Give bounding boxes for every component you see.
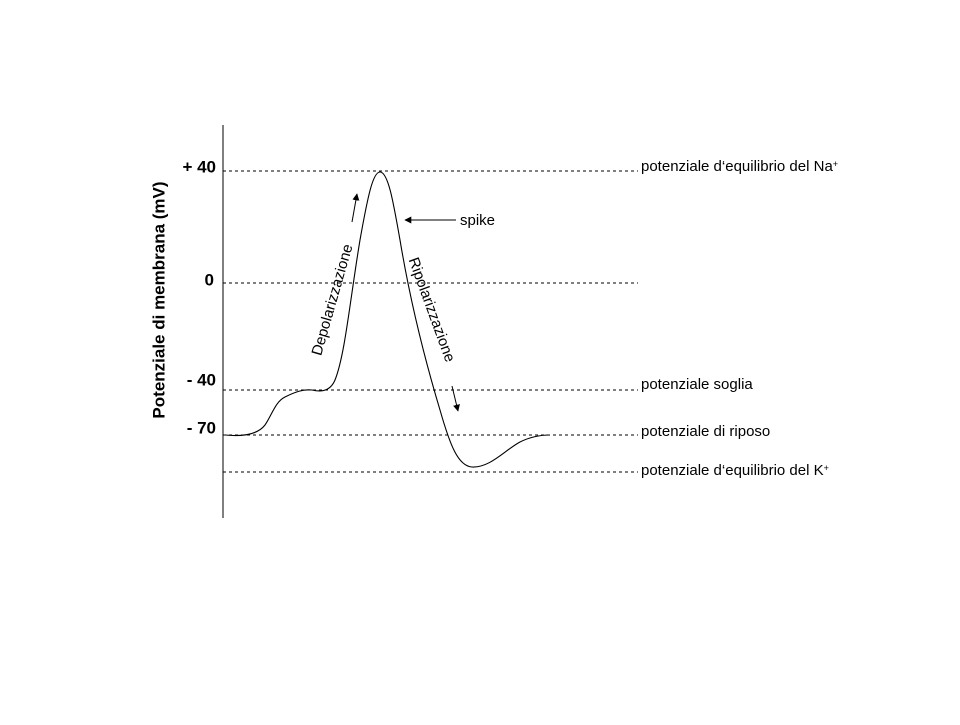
action-potential-curve: [224, 171, 551, 468]
arrow: [451, 385, 460, 412]
annotation: Depolarizzazione: [308, 242, 356, 357]
tick-label: + 40: [182, 157, 216, 176]
text: potenziale d‘equilibrio del Na: [641, 158, 833, 175]
level-label: potenziale di riposo: [641, 423, 770, 440]
tick-label: - 40: [187, 370, 216, 389]
text: potenziale di riposo: [641, 423, 770, 440]
text: potenziale soglia: [641, 376, 753, 393]
annotation: spike: [460, 212, 495, 229]
axis-label: Potenziale di membrana (mV): [149, 181, 168, 418]
text: +: [824, 463, 829, 473]
text: potenziale d‘equilibrio del K: [641, 462, 824, 479]
level-label: potenziale d‘equilibrio del K+: [641, 462, 829, 479]
level-label: potenziale d‘equilibrio del Na+: [641, 158, 838, 175]
text: +: [833, 159, 838, 169]
arrow: [351, 193, 360, 223]
tick-label: - 70: [187, 418, 216, 437]
annotation: Ripolarizzazione: [405, 255, 459, 364]
tick-label: 0: [205, 270, 214, 289]
level-label: potenziale soglia: [641, 376, 753, 393]
